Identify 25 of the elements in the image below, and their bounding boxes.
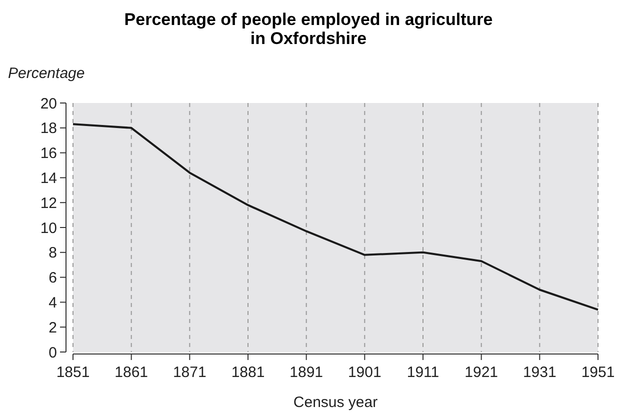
x-tick-label: 1901 (348, 364, 382, 381)
y-tick-label: 16 (40, 145, 57, 162)
x-tick-label: 1931 (522, 364, 556, 381)
x-tick-label: 1891 (290, 364, 324, 381)
y-tick-label: 2 (48, 319, 57, 336)
y-tick-label: 18 (40, 120, 57, 138)
x-tick-label: 1911 (406, 364, 440, 381)
x-tick-label: 1871 (172, 364, 206, 381)
y-tick-label: 6 (48, 270, 57, 287)
y-tick-label: 12 (40, 194, 57, 212)
line-series (72, 123, 599, 311)
y-tick-label: 10 (40, 220, 57, 237)
chart-title: Percentage of people employed in agriculture in Oxfordshire (124, 10, 493, 48)
y-tick-label: 4 (48, 294, 57, 312)
x-axis-title: Census year (293, 394, 378, 411)
x-tick-label: 1951 (581, 364, 615, 381)
y-tick-label: 8 (48, 244, 57, 262)
y-axis-title: Percentage (8, 65, 85, 82)
y-tick-label: 20 (40, 95, 57, 112)
y-tick-label: 0 (48, 344, 57, 362)
x-tick-label: 1851 (56, 364, 90, 381)
x-tick-label: 1861 (114, 364, 148, 381)
x-tick-label: 1921 (464, 364, 498, 381)
y-tick-label: 14 (40, 170, 57, 187)
x-tick-label: 1881 (231, 364, 265, 381)
